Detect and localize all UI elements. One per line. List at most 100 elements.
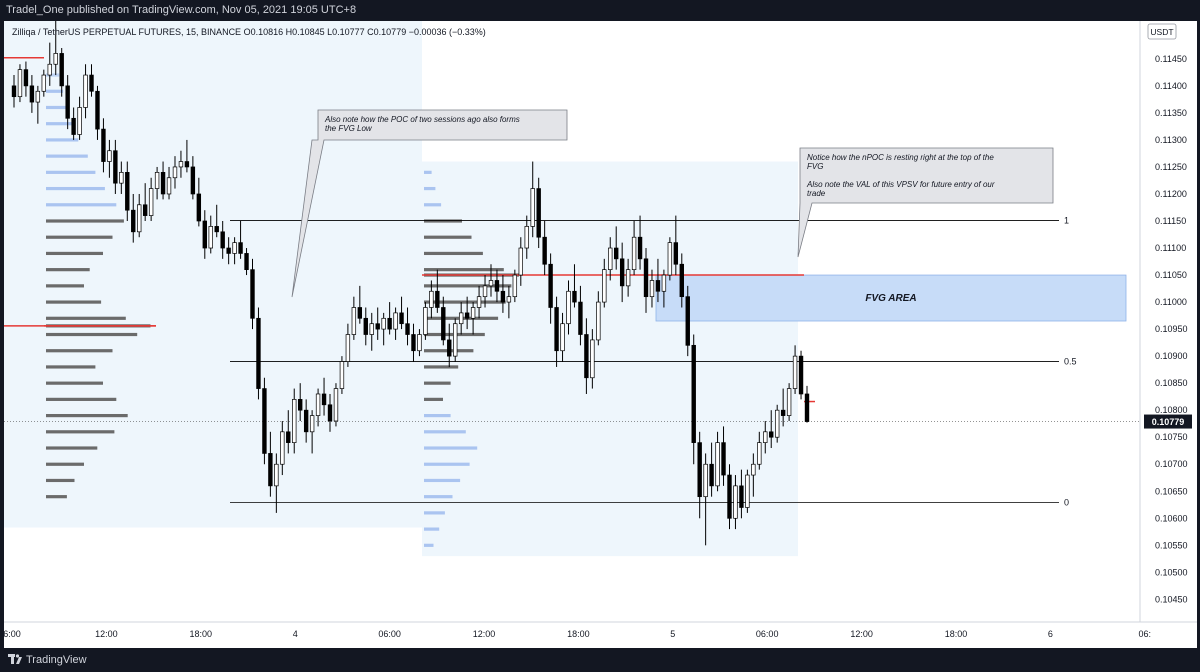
profile-bar <box>46 349 113 353</box>
candle-up <box>35 90 41 103</box>
candle-down <box>542 236 547 265</box>
candle-up <box>309 415 315 433</box>
profile-bar <box>424 219 462 223</box>
annotation-note2-text: Notice how the nPOC is resting right at … <box>807 153 994 162</box>
profile-bar <box>46 495 67 499</box>
candle-up <box>608 247 613 270</box>
y-tick-label: 0.11450 <box>1155 54 1187 64</box>
candle-up <box>786 388 792 416</box>
candle-down <box>709 463 714 487</box>
candle-up <box>339 361 345 389</box>
candle-down <box>71 117 76 135</box>
candle-up <box>792 355 798 389</box>
candle-down <box>303 409 309 433</box>
y-tick-label: 0.10750 <box>1155 432 1188 442</box>
candle-down <box>101 128 106 162</box>
y-tick-label: 0.11350 <box>1155 108 1187 118</box>
symbol-info: Zilliqa / TetherUS PERPETUAL FUTURES, 15… <box>12 27 486 37</box>
profile-bar <box>46 284 84 288</box>
profile-bar <box>424 365 459 369</box>
y-tick-label: 0.10450 <box>1155 594 1188 604</box>
candle-up <box>345 334 351 362</box>
candle-up <box>631 236 637 270</box>
fib-label-0: 0 <box>1064 498 1069 508</box>
candle-up <box>774 409 780 438</box>
candle-down <box>196 193 202 222</box>
profile-bar <box>424 478 461 483</box>
annotation-note2: Notice how the nPOC is resting right at … <box>797 147 1054 258</box>
candle-down <box>286 431 291 443</box>
x-tick-label: 5 <box>670 629 675 639</box>
candle-up <box>41 74 47 92</box>
candle-up <box>590 339 595 379</box>
y-tick-label: 0.11400 <box>1155 81 1187 91</box>
profile-bar <box>46 105 67 110</box>
candle-down <box>262 388 267 454</box>
candle-down <box>142 204 148 216</box>
candle-down <box>95 90 100 130</box>
profile-bar <box>424 543 434 547</box>
y-tick-label: 0.10850 <box>1155 378 1188 388</box>
candle-up <box>232 242 237 254</box>
candle-up <box>208 226 213 249</box>
candle-down <box>214 226 219 233</box>
profile-bar <box>424 203 442 207</box>
candle-up <box>274 463 279 487</box>
profile-bar <box>46 365 96 369</box>
currency-box <box>1147 23 1177 40</box>
price-chart[interactable]: FVG AREA 1 0.5 0 Also note how the POC of … <box>3 21 1197 648</box>
candle-down <box>548 263 553 308</box>
candle-up <box>566 290 571 325</box>
candle-up <box>488 280 494 287</box>
profile-bar <box>424 511 445 515</box>
candle-down <box>494 280 500 292</box>
candle-down <box>321 393 327 406</box>
candle-down <box>327 404 333 422</box>
candle-up <box>292 399 297 443</box>
x-tick-label: 4 <box>293 629 298 639</box>
candle-down <box>256 317 261 389</box>
candle-down <box>798 355 804 395</box>
candle-up <box>661 274 667 292</box>
profile-bar <box>46 446 98 450</box>
candle-up <box>482 285 488 298</box>
candle-down <box>268 453 273 487</box>
candle-up <box>512 274 518 298</box>
x-tick-label: 06:00 <box>378 629 401 639</box>
profile-bar <box>424 268 504 272</box>
candle-down <box>619 258 625 287</box>
candle-up <box>137 204 142 233</box>
candle-up <box>369 323 374 335</box>
profile-bar <box>46 73 60 77</box>
candle-down <box>363 317 368 335</box>
fib-label-0.5: 0.5 <box>1064 357 1077 367</box>
profile-bar <box>46 186 105 191</box>
y-tick-label: 0.11000 <box>1155 297 1187 307</box>
candle-down <box>697 442 702 498</box>
candle-up <box>518 247 524 276</box>
chart-area[interactable]: FVG AREA 1 0.5 0 Also note how the POC of … <box>3 21 1197 648</box>
candle-down <box>399 312 404 325</box>
profile-bar <box>46 170 96 174</box>
candle-down <box>89 74 94 92</box>
profile-bar <box>424 381 451 385</box>
candle-down <box>727 474 732 519</box>
y-tick-label: 0.10550 <box>1155 540 1188 550</box>
candle-up <box>172 166 178 179</box>
y-tick-label: 0.10700 <box>1155 459 1188 469</box>
candle-down <box>679 263 684 298</box>
profile-bar <box>424 170 432 174</box>
profile-bar <box>424 251 483 256</box>
candle-down <box>691 344 696 443</box>
candle-down <box>739 485 744 508</box>
annotation-note1-text: Also note how the POC of two sessions ag… <box>324 115 520 124</box>
candle-up <box>530 188 535 227</box>
profile-bar <box>46 316 126 320</box>
fib-label-1: 1 <box>1064 215 1069 225</box>
candle-up <box>751 463 756 476</box>
x-tick-label: 18:00 <box>567 629 590 639</box>
profile-bar <box>46 478 75 483</box>
candle-up <box>757 442 762 465</box>
annotation-note1: Also note how the POC of two sessions ag… <box>291 109 568 298</box>
y-tick-label: 0.11250 <box>1155 162 1187 172</box>
